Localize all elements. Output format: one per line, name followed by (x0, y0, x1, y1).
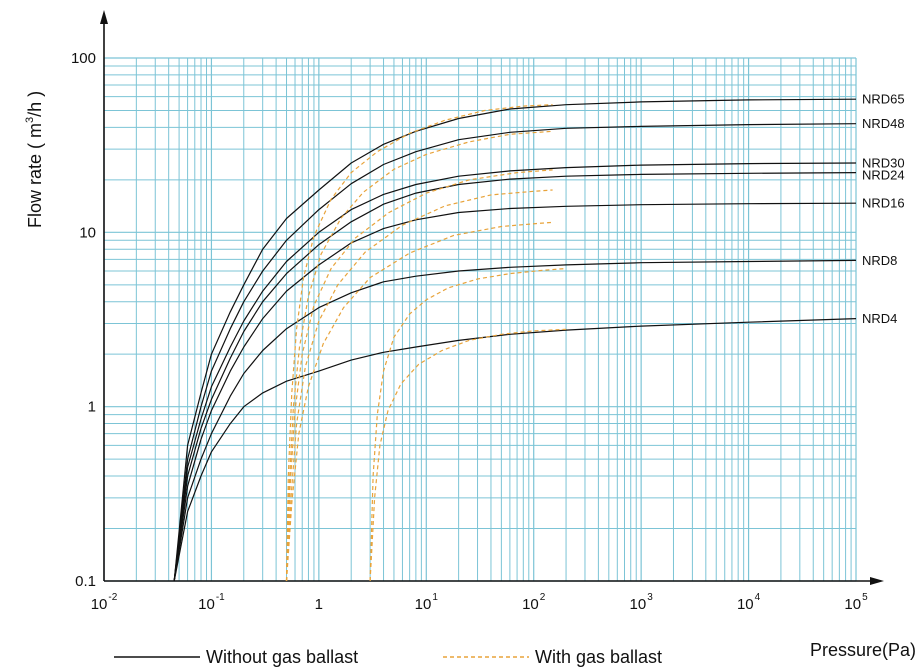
grid (103, 57, 857, 582)
x-axis-title: Pressure(Pa) (810, 640, 916, 660)
y-tick-label: 10 (79, 224, 96, 241)
axes (100, 10, 884, 585)
series-label-nrd24: NRD24 (862, 167, 905, 182)
series-line-nrd65 (173, 98, 857, 582)
x-tick-label: 10-2 (91, 592, 118, 613)
series-line-with-gas-ballast (285, 130, 553, 582)
x-axis-arrow (870, 577, 884, 585)
series-line-with-gas-ballast (285, 189, 553, 582)
x-tick-label: 101 (415, 592, 439, 613)
x-tick-label: 103 (630, 592, 654, 613)
x-tick-label: 104 (737, 592, 761, 613)
series-line-nrd16 (173, 202, 857, 582)
series-line-nrd30 (173, 162, 857, 582)
y-axis-arrow (100, 10, 108, 24)
series-label-nrd8: NRD8 (862, 253, 897, 268)
series-line-nrd24 (173, 172, 857, 582)
legend: Without gas ballast With gas ballast (114, 647, 662, 667)
y-tick-label: 0.1 (75, 573, 96, 590)
series-label-nrd16: NRD16 (862, 196, 905, 211)
y-tick-label: 1 (88, 399, 96, 416)
legend-label-without-gas-ballast: Without gas ballast (206, 647, 358, 667)
x-tick-label: 102 (522, 592, 546, 613)
series-label-nrd65: NRD65 (862, 92, 905, 107)
series-line-with-gas-ballast (285, 221, 553, 582)
x-tick-label: 105 (844, 592, 868, 613)
labels: 10-2 10-1 1 101 102 103 104 105 0.1 1 10 100 NRD65 NR… (24, 50, 916, 660)
x-tick-label: 1 (315, 596, 323, 613)
series-line-with-gas-ballast (285, 169, 553, 582)
series-line-with-gas-ballast (369, 267, 567, 582)
series-line-with-gas-ballast (369, 328, 567, 582)
y-tick-label: 100 (71, 50, 96, 67)
legend-label-with-gas-ballast: With gas ballast (535, 647, 662, 667)
y-axis-title: Flow rate ( m3/h ) (24, 91, 45, 228)
series-label-nrd4: NRD4 (862, 311, 897, 326)
series-line-with-gas-ballast (285, 104, 553, 582)
x-tick-label: 10-1 (198, 592, 225, 613)
series-label-nrd48: NRD48 (862, 116, 905, 131)
series-label-nrd30: NRD30 (862, 155, 905, 170)
series (173, 98, 857, 582)
series-line-nrd48 (173, 123, 857, 582)
series-line-nrd8 (173, 259, 857, 582)
series-line-nrd4 (173, 318, 857, 582)
